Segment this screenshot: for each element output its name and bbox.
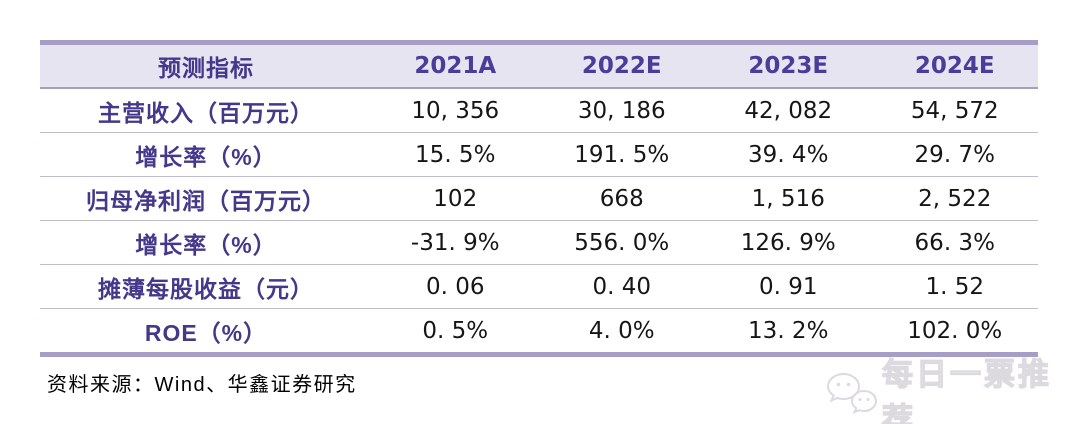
cell-value: 54, 572 (910, 97, 999, 124)
cell-value: 4. 0% (588, 317, 655, 344)
table-row-net-profit: 归母净利润（百万元） 102 668 1, 516 2, 522 (40, 177, 1038, 221)
cell-value: 13. 2% (748, 317, 829, 344)
cell-value: 0. 06 (425, 273, 485, 300)
table-row-revenue: 主营收入（百万元） 10, 356 30, 186 42, 082 54, 57… (40, 89, 1038, 133)
row-label: 摊薄每股收益（元） (98, 275, 314, 302)
row-label: 归母净利润（百万元） (86, 187, 326, 214)
source-note: 资料来源：Wind、华鑫证券研究 (47, 374, 357, 396)
cell-value: 15. 5% (415, 141, 496, 168)
cell-value: 66. 3% (914, 229, 995, 256)
column-header-2023e: 2023E (748, 53, 829, 79)
column-header-2024e: 2024E (914, 53, 995, 79)
table-row-roe: ROE（%） 0. 5% 4. 0% 13. 2% 102. 0% (40, 309, 1038, 352)
table-header-row: 预测指标 2021A 2022E 2023E 2024E (40, 45, 1038, 89)
cell-value: 556. 0% (574, 229, 670, 256)
cell-value: 668 (599, 185, 644, 212)
wechat-icon (826, 371, 878, 417)
forecast-table: 预测指标 2021A 2022E 2023E 2024E 主营收入（百万元） 1… (40, 40, 1038, 357)
column-header-2022e: 2022E (581, 53, 662, 79)
watermark: 每日一票推荐 (826, 349, 1080, 424)
cell-value: 0. 40 (592, 273, 652, 300)
cell-value: 10, 356 (411, 97, 500, 124)
cell-value: 1, 516 (751, 185, 825, 212)
table-row-diluted-eps: 摊薄每股收益（元） 0. 06 0. 40 0. 91 1. 52 (40, 265, 1038, 309)
cell-value: 39. 4% (748, 141, 829, 168)
cell-value: 0. 91 (758, 273, 818, 300)
cell-value: 102 (433, 185, 478, 212)
row-label: 主营收入（百万元） (98, 99, 314, 126)
cell-value: 29. 7% (914, 141, 995, 168)
cell-value: 30, 186 (577, 97, 666, 124)
cell-value: 0. 5% (422, 317, 489, 344)
row-label: 增长率（%） (135, 143, 277, 170)
table-row-revenue-growth: 增长率（%） 15. 5% 191. 5% 39. 4% 29. 7% (40, 133, 1038, 177)
column-header-2021a: 2021A (414, 53, 497, 79)
cell-value: -31. 9% (410, 229, 500, 256)
cell-value: 1. 52 (925, 273, 985, 300)
watermark-text: 每日一票推荐 (881, 356, 1052, 424)
row-label: ROE（%） (144, 319, 268, 346)
cell-value: 102. 0% (907, 317, 1003, 344)
cell-value: 126. 9% (740, 229, 836, 256)
cell-value: 191. 5% (574, 141, 670, 168)
row-label: 增长率（%） (135, 231, 277, 258)
column-header-indicator: 预测指标 (158, 55, 254, 81)
table-row-profit-growth: 增长率（%） -31. 9% 556. 0% 126. 9% 66. 3% (40, 221, 1038, 265)
cell-value: 2, 522 (918, 185, 992, 212)
cell-value: 42, 082 (744, 97, 833, 124)
